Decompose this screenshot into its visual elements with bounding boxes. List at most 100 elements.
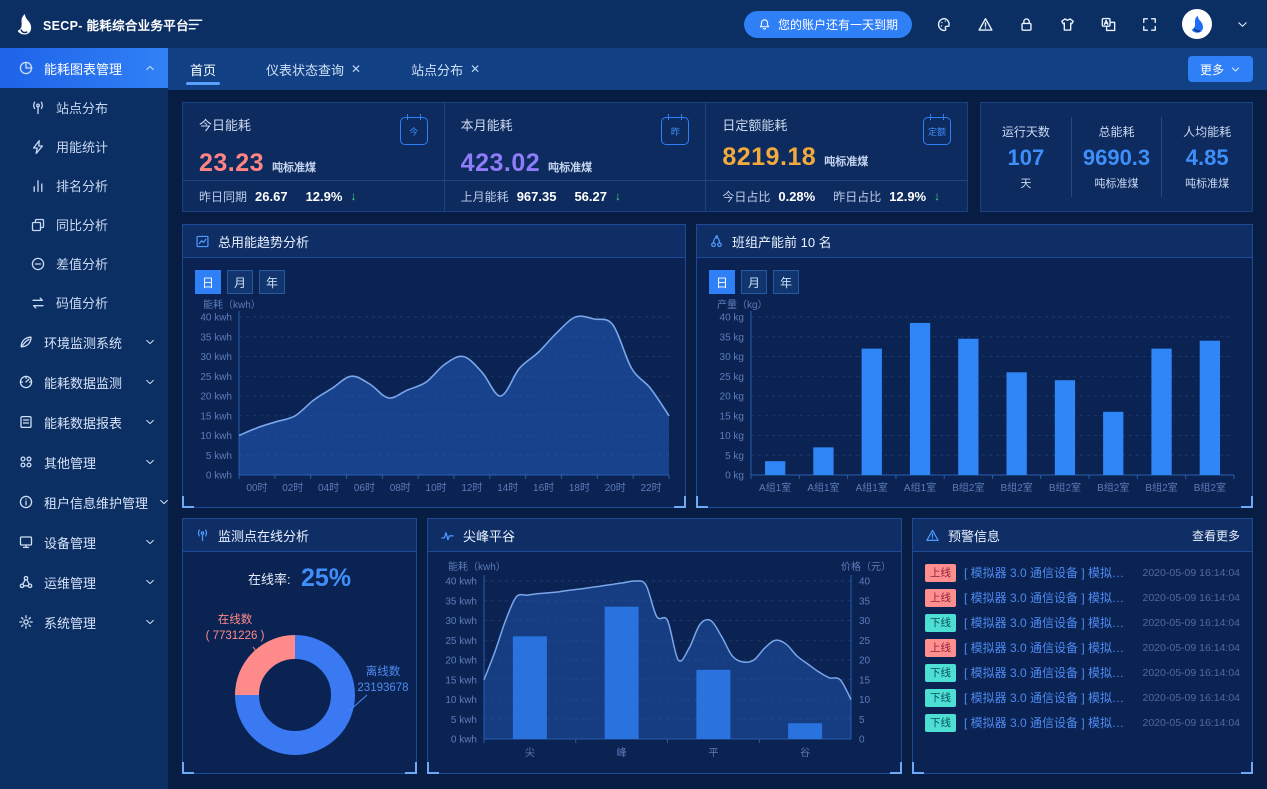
summary-value: 9690.3 <box>1082 145 1151 170</box>
palette-icon[interactable] <box>936 16 953 33</box>
alert-row[interactable]: 下线 [ 模拟器 3.0 通信设备 ] 模拟器 3.0... 2020-05-09 … <box>913 710 1252 735</box>
chevron-down-icon <box>1230 64 1241 75</box>
svg-text:B组2室: B组2室 <box>1049 481 1081 494</box>
sidebar-item-label: 设备管理 <box>44 535 97 551</box>
sidebar-subitem-1[interactable]: 用能统计 <box>0 127 168 166</box>
topbar-right: 您的账户还有一天到期 <box>743 9 1249 39</box>
device-icon <box>18 534 34 550</box>
alert-row[interactable]: 下线 [ 模拟器 3.0 通信设备 ] 模拟器 3.0... 2020-05-09 … <box>913 660 1252 685</box>
alert-text: [ 模拟器 3.0 通信设备 ] 模拟器 3.0... <box>964 666 1135 680</box>
period-tab-日[interactable]: 日 <box>709 270 735 294</box>
view-more-link[interactable]: 查看更多 <box>1191 528 1240 543</box>
svg-text:25 kwh: 25 kwh <box>445 636 477 647</box>
fullscreen-icon[interactable] <box>1141 16 1158 33</box>
alert-triangle-icon[interactable] <box>977 16 994 33</box>
svg-text:能耗（kwh）: 能耗（kwh） <box>448 561 506 573</box>
svg-text:23193678: 23193678 <box>357 682 408 694</box>
sidebar-subitem-3[interactable]: 同比分析 <box>0 205 168 244</box>
stat-value: 23.23 <box>199 149 265 177</box>
panel-title: 预警信息 <box>948 528 1001 544</box>
sidebar-item-4[interactable]: 其他管理 <box>0 442 168 482</box>
footer-label: 今日占比 <box>722 189 771 204</box>
alert-row[interactable]: 上线 [ 模拟器 3.0 通信设备 ] 模拟器 3.0... 2020-05-09 … <box>913 560 1252 585</box>
ops-icon <box>18 574 34 590</box>
svg-text:12时: 12时 <box>461 482 482 494</box>
alert-row[interactable]: 下线 [ 模拟器 3.0 通信设备 ] 模拟器 3.0... 2020-05-09 … <box>913 610 1252 635</box>
close-tab-icon[interactable]: ✕ <box>351 62 362 76</box>
svg-text:10 kwh: 10 kwh <box>445 695 477 706</box>
footer-label: 上月能耗 <box>460 189 509 204</box>
sidebar-subitem-label: 排名分析 <box>56 179 109 194</box>
theme-icon[interactable] <box>1059 16 1076 33</box>
stat-title: 本月能耗 <box>460 118 513 133</box>
sidebar-subitem-5[interactable]: 码值分析 <box>0 283 168 322</box>
period-tab-年[interactable]: 年 <box>773 270 799 294</box>
sidebar-item-label: 租户信息维护管理 <box>44 495 149 511</box>
user-chevron-down-icon[interactable] <box>1236 18 1249 31</box>
sidebar-item-7[interactable]: 运维管理 <box>0 562 168 602</box>
svg-text:A组1室: A组1室 <box>904 481 936 494</box>
svg-text:0 kg: 0 kg <box>725 471 744 482</box>
sidebar-item-label: 能耗数据监测 <box>44 375 123 391</box>
svg-text:B组2室: B组2室 <box>1001 481 1033 494</box>
tab-仪表状态查询[interactable]: 仪表状态查询 ✕ <box>258 48 369 90</box>
pie-chart-icon <box>18 60 34 76</box>
period-tab-月[interactable]: 月 <box>227 270 253 294</box>
sidebar-subitem-0[interactable]: 站点分布 <box>0 88 168 127</box>
sidebar-item-5[interactable]: 租户信息维护管理 <box>0 482 168 522</box>
summary-run-days: 运行天数 107 天 <box>981 117 1071 197</box>
gear-icon <box>18 614 34 630</box>
trend-down-arrow-icon: ↓ <box>350 189 357 203</box>
sidebar-item-3[interactable]: 能耗数据报表 <box>0 402 168 442</box>
alert-row[interactable]: 上线 [ 模拟器 3.0 通信设备 ] 模拟器 3.0... 2020-05-09 … <box>913 585 1252 610</box>
alert-text: [ 模拟器 3.0 通信设备 ] 模拟器 3.0... <box>964 716 1135 730</box>
sidebar-item-2[interactable]: 能耗数据监测 <box>0 362 168 402</box>
notification-pill[interactable]: 您的账户还有一天到期 <box>743 10 912 38</box>
alert-row[interactable]: 下线 [ 模拟器 3.0 通信设备 ] 模拟器 3.0... 2020-05-09 … <box>913 685 1252 710</box>
bottom-row: 监测点在线分析 在线率: 25% 在线数 ( 7731226 ) 离线数 231936… <box>182 518 1253 774</box>
svg-text:40 kwh: 40 kwh <box>200 313 232 324</box>
sidebar-subitem-4[interactable]: 差值分析 <box>0 244 168 283</box>
charts-row: 总用能趋势分析 日月年 0 kwh 5 kwh 10 kwh 15 kwh 20 kwh… <box>182 224 1253 508</box>
period-tab-日[interactable]: 日 <box>195 270 221 294</box>
grid-icon <box>18 454 34 470</box>
summary-card: 运行天数 107 天 总能耗 9690.3 吨标准煤 人均能耗 4.85 吨标准… <box>980 102 1253 212</box>
minus-circle-icon <box>30 256 46 272</box>
avatar[interactable] <box>1182 9 1212 39</box>
language-icon[interactable] <box>1100 16 1117 33</box>
stat-unit: 吨标准煤 <box>548 162 593 174</box>
more-button[interactable]: 更多 <box>1187 56 1253 82</box>
svg-text:B组2室: B组2室 <box>1097 481 1129 494</box>
share-nodes-icon <box>709 234 724 249</box>
svg-text:平: 平 <box>708 748 718 759</box>
alert-row[interactable]: 上线 [ 模拟器 3.0 通信设备 ] 模拟器 3.0... 2020-05-09 … <box>913 635 1252 660</box>
sidebar-subitem-label: 差值分析 <box>56 257 109 272</box>
collapse-menu-icon[interactable] <box>186 15 205 34</box>
sidebar-item-8[interactable]: 系统管理 <box>0 602 168 642</box>
period-tab-年[interactable]: 年 <box>259 270 285 294</box>
calendar-month-icon: 昨 <box>661 114 690 145</box>
status-badge: 下线 <box>925 663 956 682</box>
sidebar-item-6[interactable]: 设备管理 <box>0 522 168 562</box>
svg-text:0: 0 <box>859 735 865 746</box>
tab-首页[interactable]: 首页 <box>182 48 224 90</box>
sidebar-item-1[interactable]: 环境监测系统 <box>0 322 168 362</box>
panel-title: 总用能趋势分析 <box>218 234 310 250</box>
svg-text:价格（元）: 价格（元） <box>841 561 891 573</box>
sidebar-subitem-2[interactable]: 排名分析 <box>0 166 168 205</box>
lock-icon[interactable] <box>1018 16 1035 33</box>
panel-title: 尖峰平谷 <box>463 528 516 544</box>
panel-body: 上线 [ 模拟器 3.0 通信设备 ] 模拟器 3.0... 2020-05-09 … <box>913 552 1252 773</box>
tab-站点分布[interactable]: 站点分布 ✕ <box>403 48 488 90</box>
online-donut-chart: 在线数 ( 7731226 ) 离线数 23193678 <box>206 612 409 755</box>
sidebar-item-label: 运维管理 <box>44 575 97 591</box>
sidebar-item-0[interactable]: 能耗图表管理 <box>0 48 168 88</box>
close-tab-icon[interactable]: ✕ <box>470 62 481 76</box>
svg-text:40: 40 <box>859 577 871 588</box>
sidebar-subitem-label: 同比分析 <box>56 218 109 233</box>
period-tab-月[interactable]: 月 <box>741 270 767 294</box>
svg-text:10 kwh: 10 kwh <box>200 431 232 442</box>
svg-text:14时: 14时 <box>497 482 518 494</box>
svg-text:30 kg: 30 kg <box>720 352 744 363</box>
status-badge: 下线 <box>925 713 956 732</box>
